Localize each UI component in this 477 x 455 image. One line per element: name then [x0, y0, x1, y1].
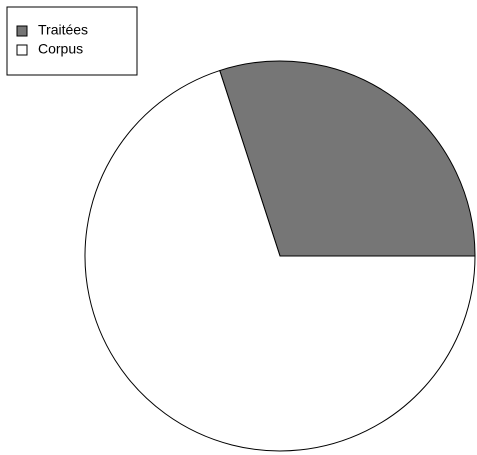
- legend-box: [6, 6, 138, 76]
- legend-swatch: [16, 25, 28, 37]
- legend-label: Traitées: [38, 22, 88, 38]
- legend-swatch: [16, 44, 28, 56]
- pie-slice: [219, 60, 476, 257]
- legend-label: Corpus: [38, 41, 83, 57]
- pie-slice: [84, 69, 476, 452]
